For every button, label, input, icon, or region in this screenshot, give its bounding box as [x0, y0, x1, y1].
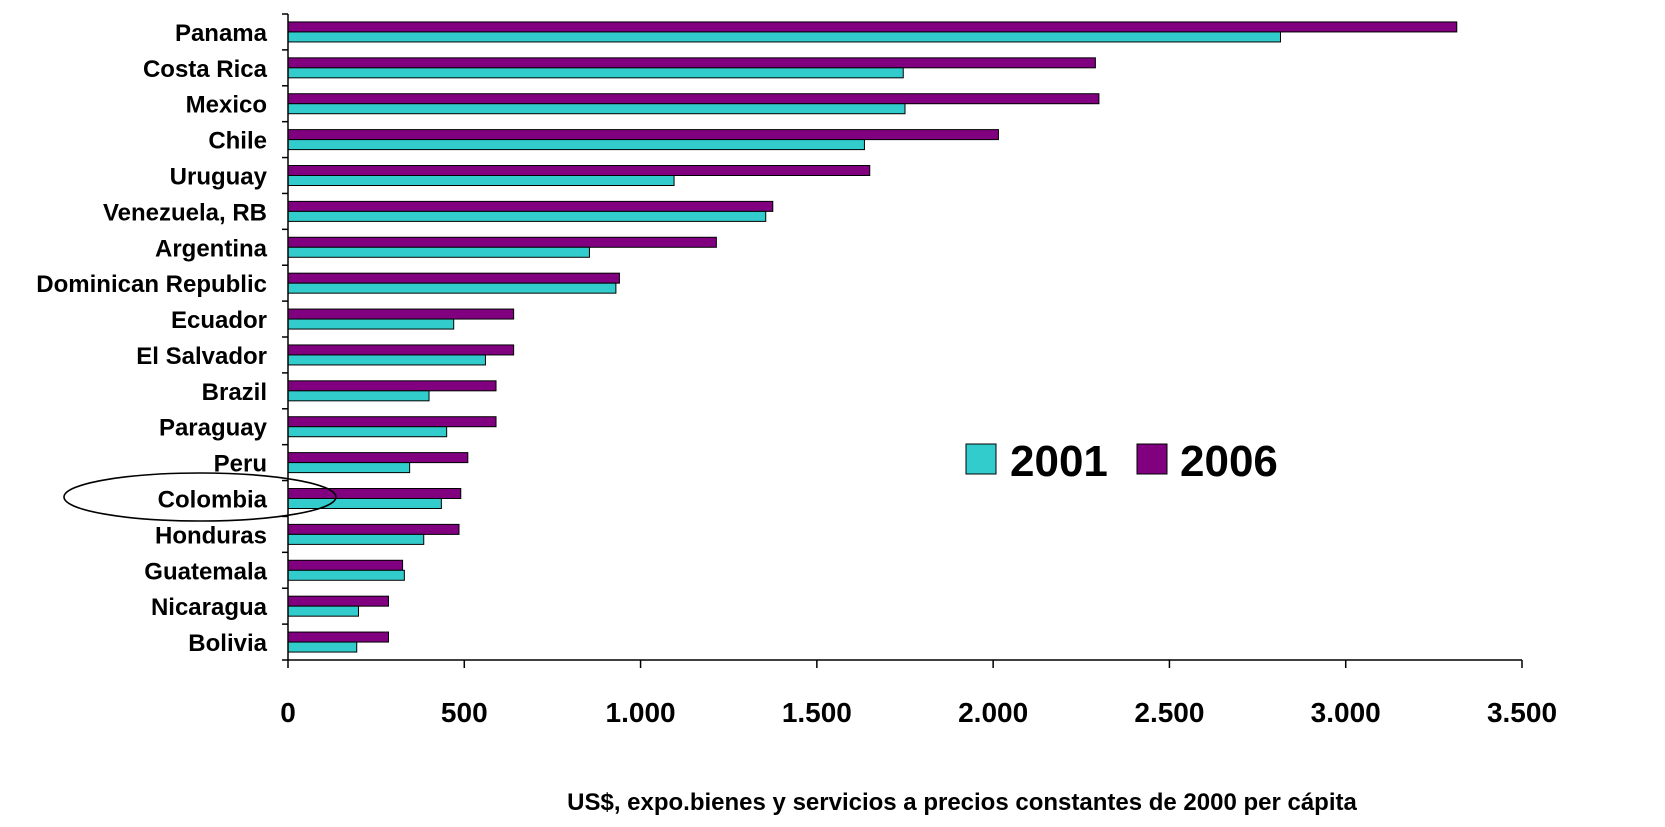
- bar-2001-chile: [287, 139, 865, 151]
- bar-2006-ecuador: [287, 308, 515, 320]
- category-label-colombia: Colombia: [158, 487, 268, 514]
- bar-2006-el-salvador: [287, 344, 515, 356]
- x-tick-label: 1.500: [782, 697, 852, 728]
- bar-2001-nicaragua: [287, 605, 360, 617]
- x-axis: 0 500 1.000 1.500 2.000 2.500 3.000 3.500: [280, 659, 1557, 728]
- legend-swatch-2006: [1136, 443, 1168, 475]
- category-label-paraguay: Paraguay: [159, 415, 268, 442]
- bar-2006-colombia: [287, 488, 462, 499]
- bar-2001-panama: [287, 31, 1281, 43]
- bar-2001-colombia: [287, 498, 442, 509]
- legend-swatch-2001: [965, 443, 997, 475]
- x-tick-label: 1.000: [606, 697, 676, 728]
- bar-2001-bolivia: [287, 641, 358, 653]
- category-label-mexico: Mexico: [186, 92, 267, 119]
- category-label-venezuela-rb: Venezuela, RB: [103, 199, 267, 226]
- category-label-uruguay: Uruguay: [170, 164, 268, 191]
- bar-2006-chile: [287, 129, 999, 141]
- bar-2001-el-salvador: [287, 354, 486, 366]
- bar-2006-bolivia: [287, 631, 389, 643]
- x-tick-label: 2.500: [1134, 697, 1204, 728]
- x-tick-label: 3.000: [1311, 697, 1381, 728]
- highlight-ellipse: [63, 472, 337, 522]
- category-label-honduras: Honduras: [155, 522, 267, 549]
- bar-2006-guatemala: [287, 559, 404, 571]
- legend-label-2006: 2006: [1180, 437, 1278, 486]
- bar-2001-peru: [287, 462, 411, 474]
- bar-2006-costa-rica: [287, 57, 1096, 69]
- bar-2006-mexico: [287, 93, 1100, 105]
- bars-layer: [287, 21, 1458, 653]
- bar-2006-uruguay: [287, 165, 871, 176]
- x-tick-label: 0: [280, 697, 296, 728]
- y-axis: Panama Costa Rica Mexico Chile Uruguay Venezu…: [36, 13, 289, 661]
- bar-2001-venezuela-rb: [287, 210, 767, 222]
- category-label-guatemala: Guatemala: [144, 558, 267, 585]
- bar-2006-brazil: [287, 380, 497, 392]
- legend-label-2001: 2001: [1010, 437, 1108, 486]
- category-label-ecuador: Ecuador: [171, 307, 267, 334]
- x-tick-label: 2.000: [958, 697, 1028, 728]
- bar-2006-panama: [287, 21, 1458, 33]
- category-label-chile: Chile: [208, 128, 267, 155]
- bar-2001-costa-rica: [287, 67, 904, 79]
- x-axis-title: US$, expo.bienes y servicios a precios c…: [567, 789, 1357, 816]
- category-label-el-salvador: El Salvador: [136, 343, 267, 370]
- bar-2001-mexico: [287, 103, 906, 115]
- category-label-panama: Panama: [175, 20, 268, 47]
- bar-2006-peru: [287, 452, 469, 464]
- bar-2001-honduras: [287, 533, 425, 545]
- bar-2001-ecuador: [287, 318, 455, 330]
- bar-2006-dominican-republic: [287, 272, 620, 284]
- bar-2001-argentina: [287, 246, 590, 258]
- bar-2001-dominican-republic: [287, 282, 617, 294]
- bar-2006-argentina: [287, 236, 717, 248]
- bar-2001-brazil: [287, 390, 430, 402]
- bar-2006-honduras: [287, 523, 460, 535]
- bar-2001-guatemala: [287, 569, 405, 581]
- bar-2006-paraguay: [287, 416, 497, 428]
- bar-2001-paraguay: [287, 426, 448, 438]
- bar-2001-uruguay: [287, 175, 675, 186]
- legend: 2001 2006: [965, 437, 1278, 486]
- bar-2006-nicaragua: [287, 595, 389, 607]
- x-tick-label: 3.500: [1487, 697, 1557, 728]
- category-label-nicaragua: Nicaragua: [151, 594, 268, 621]
- bar-2006-venezuela-rb: [287, 200, 774, 212]
- category-label-costa-rica: Costa Rica: [143, 56, 268, 83]
- category-label-bolivia: Bolivia: [188, 630, 267, 657]
- x-tick-label: 500: [441, 697, 488, 728]
- category-label-argentina: Argentina: [155, 235, 268, 262]
- category-label-brazil: Brazil: [202, 379, 267, 406]
- category-label-dominican-republic: Dominican Republic: [36, 271, 267, 298]
